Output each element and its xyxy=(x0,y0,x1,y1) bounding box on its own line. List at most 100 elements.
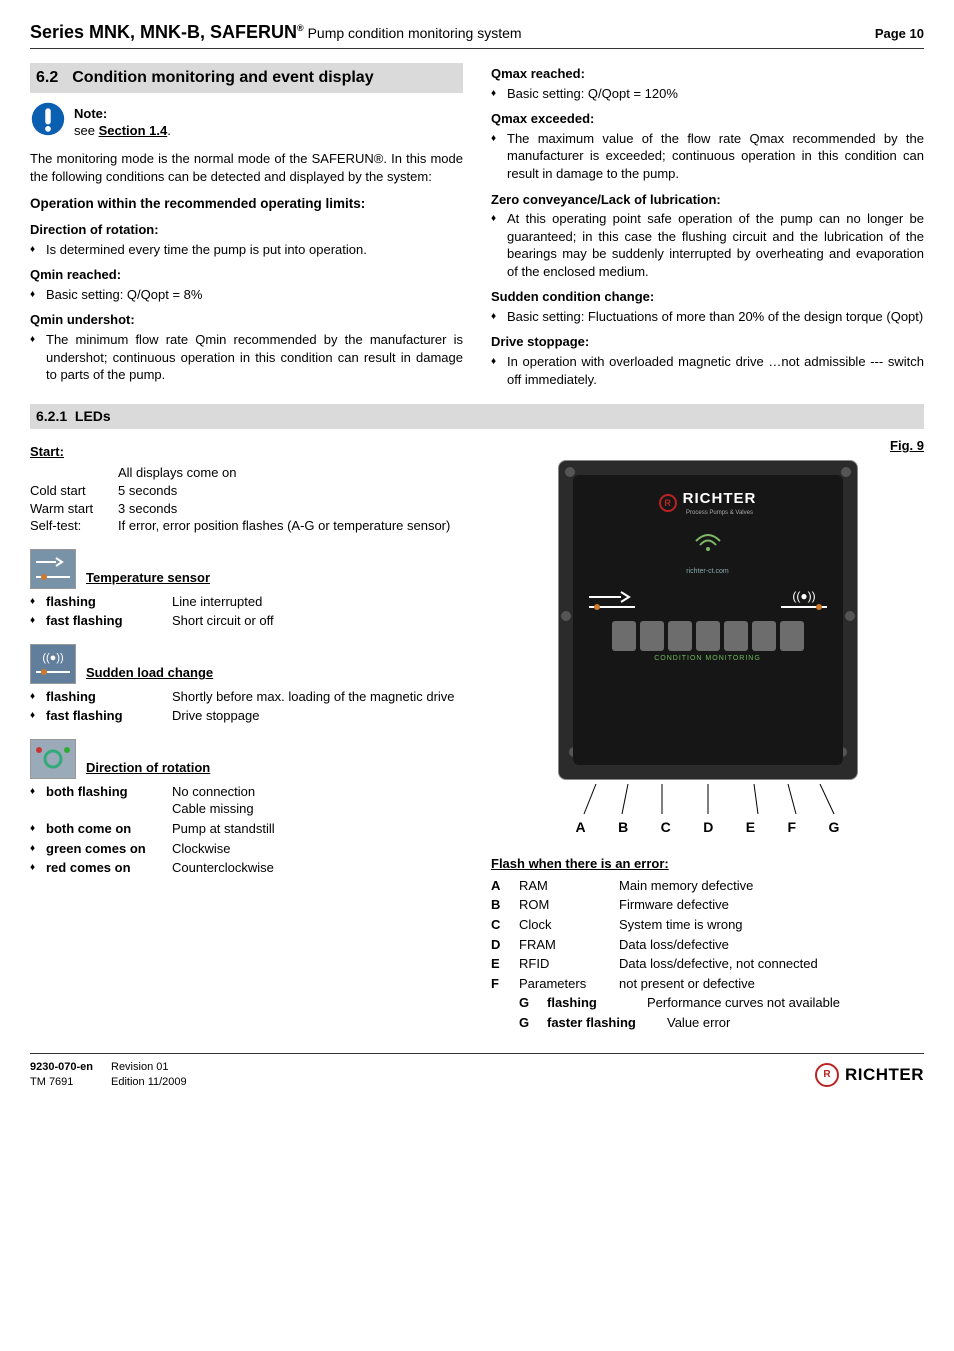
device-led xyxy=(696,621,720,651)
note-text: Note: see Section 1.4. xyxy=(74,101,171,140)
temp-sensor-block: Temperature sensor flashingLine interrup… xyxy=(30,549,463,630)
err-name: RFID xyxy=(519,955,609,973)
err-desc: Firmware defective xyxy=(619,896,924,914)
screw-icon xyxy=(561,611,571,621)
dir-heading: Direction of rotation: xyxy=(30,221,463,239)
page-footer: 9230-070-en TM 7691 Revision 01 Edition … xyxy=(30,1053,924,1090)
qmaxe-bullets: The maximum value of the flow rate Qmax … xyxy=(491,130,924,183)
series-title: Series MNK, MNK-B, SAFERUN® Pump conditi… xyxy=(30,20,522,44)
led-row: flashing Shortly before max. loading of t… xyxy=(30,688,463,706)
footer-logo: R RICHTER xyxy=(815,1063,924,1087)
err-desc: Main memory defective xyxy=(619,877,924,895)
section-number: 6.2 xyxy=(36,67,58,89)
pointer-letters: A B C D E F G xyxy=(558,818,858,837)
led-meaning: Drive stoppage xyxy=(172,707,463,725)
left-column: 6.2 Condition monitoring and event displ… xyxy=(30,63,463,394)
err-desc: Data loss/defective, not connected xyxy=(619,955,924,973)
sudden-load-block: ((●)) Sudden load change flashingShortly… xyxy=(30,644,463,725)
note-label: Note: xyxy=(74,106,107,121)
qmin-bullet: Basic setting: Q/Qopt = 8% xyxy=(30,286,463,304)
err-code: D xyxy=(491,936,509,954)
error-row-g2: Gfaster flashingValue error xyxy=(491,1014,924,1032)
letter: C xyxy=(661,818,671,837)
led-state: flashing xyxy=(46,593,166,611)
dir-bullet-text: Is determined every time the pump is put… xyxy=(46,241,367,259)
zero-bullet: At this operating point safe operation o… xyxy=(491,210,924,280)
section-heading-6-2: 6.2 Condition monitoring and event displ… xyxy=(30,63,463,93)
footer-left: 9230-070-en TM 7691 Revision 01 Edition … xyxy=(30,1060,187,1090)
qmin-bullet-text: Basic setting: Q/Qopt = 8% xyxy=(46,286,202,304)
temp-table: flashingLine interrupted fast flashingSh… xyxy=(30,593,463,630)
error-row: DFRAMData loss/defective xyxy=(491,936,924,954)
led-row: fast flashing Drive stoppage xyxy=(30,707,463,725)
note-suffix: . xyxy=(167,123,171,138)
dir-bullets: Is determined every time the pump is put… xyxy=(30,241,463,259)
error-row: ERFIDData loss/defective, not connected xyxy=(491,955,924,973)
screw-icon xyxy=(565,467,575,477)
zero-heading: Zero conveyance/Lack of lubrication: xyxy=(491,191,924,209)
temp-arrow-icon xyxy=(587,587,637,613)
zero-bullet-text: At this operating point safe operation o… xyxy=(507,210,924,280)
led-meaning: No connection Cable missing xyxy=(172,783,463,818)
start-val: 5 seconds xyxy=(118,482,177,500)
led-state: fast flashing xyxy=(46,707,166,725)
device-led xyxy=(668,621,692,651)
leds-left-column: Start: All displays come on Cold start5 … xyxy=(30,437,463,1033)
err-name: RAM xyxy=(519,877,609,895)
led-row: red comes onCounterclockwise xyxy=(30,859,463,877)
err-desc: Performance curves not available xyxy=(647,994,924,1012)
led-row: green comes onClockwise xyxy=(30,840,463,858)
sudden-bullets: Basic setting: Fluctuations of more than… xyxy=(491,308,924,326)
dir-bullet: Is determined every time the pump is put… xyxy=(30,241,463,259)
start-row: Warm start 3 seconds xyxy=(30,500,463,518)
drive-heading: Drive stoppage: xyxy=(491,333,924,351)
qmaxe-bullet: The maximum value of the flow rate Qmax … xyxy=(491,130,924,183)
err-code: C xyxy=(491,916,509,934)
qminu-bullet: The minimum flow rate Qmin recommended b… xyxy=(30,331,463,384)
device-led-strip xyxy=(583,621,833,651)
qmin-bullets: Basic setting: Q/Qopt = 8% xyxy=(30,286,463,304)
drive-bullet: In operation with overloaded magnetic dr… xyxy=(491,353,924,388)
error-heading: Flash when there is an error: xyxy=(491,855,924,873)
led-state: flashing xyxy=(46,688,166,706)
start-key: Warm start xyxy=(30,500,110,518)
qmax-bullets: Basic setting: Q/Qopt = 120% xyxy=(491,85,924,103)
led-meaning: Clockwise xyxy=(172,840,463,858)
doc-number: 9230-070-en xyxy=(30,1060,93,1075)
err-code: F xyxy=(491,975,509,993)
right-column: Qmax reached: Basic setting: Q/Qopt = 12… xyxy=(491,63,924,394)
err-desc: not present or defective xyxy=(619,975,924,993)
err-desc: System time is wrong xyxy=(619,916,924,934)
revision: Revision 01 xyxy=(111,1060,187,1075)
section-title: Condition monitoring and event display xyxy=(72,67,373,89)
start-heading: Start: xyxy=(30,443,64,461)
device-brand: R RICHTER Process Pumps & Valves xyxy=(583,489,833,516)
note-block: Note: see Section 1.4. xyxy=(30,101,463,140)
err-desc: Value error xyxy=(667,1014,924,1032)
wifi-icon xyxy=(583,533,833,559)
subsection-title: LEDs xyxy=(75,408,111,424)
err-name: faster flashing xyxy=(547,1014,657,1032)
footer-brand: RICHTER xyxy=(845,1064,924,1087)
device-led xyxy=(780,621,804,651)
start-val: 3 seconds xyxy=(118,500,177,518)
temp-sensor-title: Temperature sensor xyxy=(86,569,210,589)
svg-text:((●)): ((●)) xyxy=(42,652,63,664)
start-val: If error, error position flashes (A-G or… xyxy=(118,517,450,535)
device-inner: R RICHTER Process Pumps & Valves richter… xyxy=(573,475,843,765)
letter: F xyxy=(788,818,797,837)
qmaxe-heading: Qmax exceeded: xyxy=(491,110,924,128)
start-row: Self-test:If error, error position flash… xyxy=(30,517,463,535)
product-name: SAFERUN® xyxy=(210,22,304,42)
err-desc: Data loss/defective xyxy=(619,936,924,954)
direction-table: both flashingNo connection Cable missing… xyxy=(30,783,463,877)
drive-bullet-text: In operation with overloaded magnetic dr… xyxy=(507,353,924,388)
registered-mark: ® xyxy=(297,23,304,33)
led-meaning: Counterclockwise xyxy=(172,859,463,877)
error-row: FParametersnot present or defective xyxy=(491,975,924,993)
letter: A xyxy=(576,818,586,837)
led-meaning: Short circuit or off xyxy=(172,612,463,630)
err-code: A xyxy=(491,877,509,895)
device-led xyxy=(724,621,748,651)
led-meaning: Shortly before max. loading of the magne… xyxy=(172,688,463,706)
